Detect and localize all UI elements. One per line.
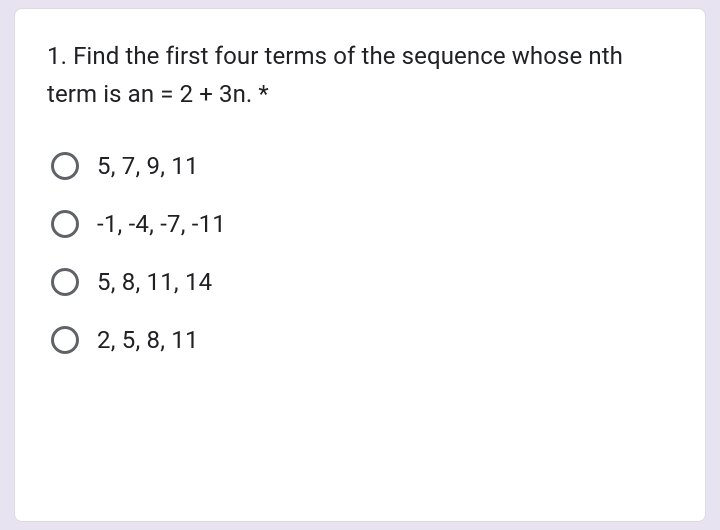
option-0[interactable]: 5, 7, 9, 11 [51,152,673,180]
radio-icon [51,210,79,238]
options-group: 5, 7, 9, 11 -1, -4, -7, -11 5, 8, 11, 14… [47,152,673,354]
radio-icon [51,152,79,180]
radio-icon [51,268,79,296]
option-label: 2, 5, 8, 11 [97,326,199,354]
option-3[interactable]: 2, 5, 8, 11 [51,326,673,354]
option-label: 5, 8, 11, 14 [97,268,212,296]
question-text: 1. Find the first four terms of the sequ… [47,37,673,114]
option-label: 5, 7, 9, 11 [97,152,199,180]
radio-icon [51,326,79,354]
required-marker: * [252,80,269,108]
option-1[interactable]: -1, -4, -7, -11 [51,210,673,238]
question-body: 1. Find the first four terms of the sequ… [47,42,623,108]
option-label: -1, -4, -7, -11 [97,210,226,238]
option-2[interactable]: 5, 8, 11, 14 [51,268,673,296]
question-card: 1. Find the first four terms of the sequ… [14,8,706,522]
